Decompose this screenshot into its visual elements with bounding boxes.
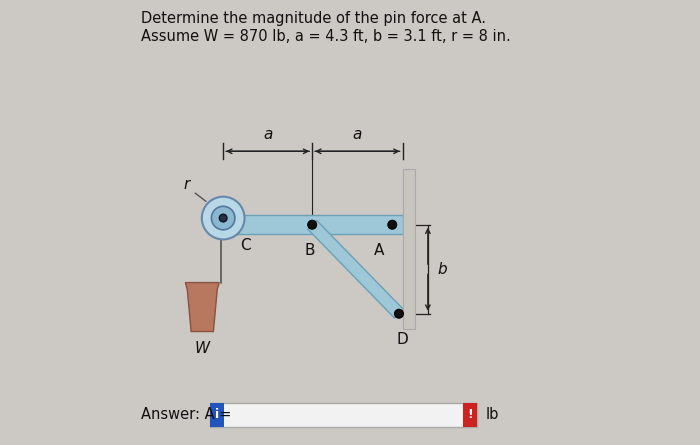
Text: C: C (240, 238, 251, 253)
Bar (402, 169, 415, 329)
Circle shape (202, 197, 244, 239)
Text: Assume W = 870 lb, a = 4.3 ft, b = 3.1 ft, r = 8 in.: Assume W = 870 lb, a = 4.3 ft, b = 3.1 f… (141, 29, 510, 44)
Text: lb: lb (486, 407, 499, 422)
Text: a: a (353, 126, 362, 142)
Text: r: r (183, 177, 190, 192)
Circle shape (219, 214, 227, 222)
Bar (223, 215, 402, 234)
Text: B: B (304, 243, 315, 258)
Text: W: W (195, 341, 210, 356)
Text: D: D (397, 332, 409, 347)
Text: Answer: A =: Answer: A = (141, 407, 231, 422)
Text: a: a (263, 126, 272, 142)
Text: i: i (215, 408, 219, 421)
Text: !: ! (467, 408, 473, 421)
Bar (210, 402, 477, 427)
Text: Determine the magnitude of the pin force at A.: Determine the magnitude of the pin force… (141, 11, 486, 26)
Text: A: A (374, 243, 384, 258)
Circle shape (388, 220, 397, 229)
Circle shape (211, 206, 235, 230)
Bar (210, 402, 224, 427)
Circle shape (308, 220, 316, 229)
Circle shape (395, 309, 403, 318)
Bar (463, 402, 477, 427)
Polygon shape (308, 220, 403, 318)
Polygon shape (186, 283, 219, 332)
Text: b: b (438, 262, 447, 277)
